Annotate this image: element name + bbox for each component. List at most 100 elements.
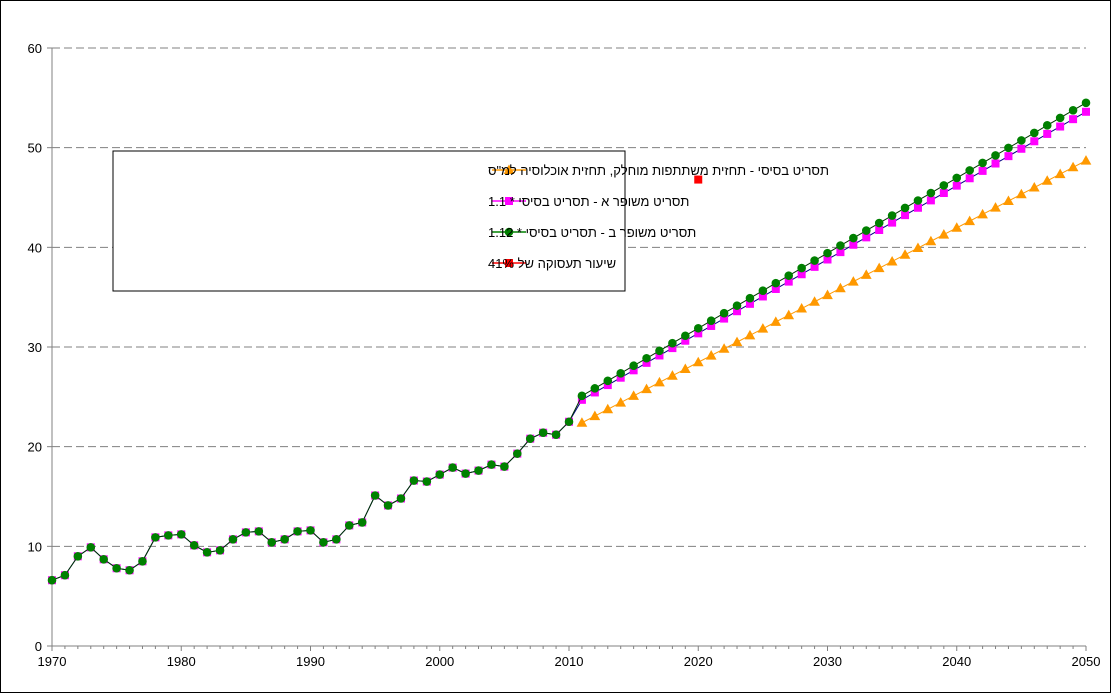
data-point <box>589 410 601 421</box>
y-tick-label-60: 60 <box>28 41 42 56</box>
data-point <box>228 535 238 544</box>
data-point <box>771 278 781 288</box>
data-point <box>1028 182 1040 192</box>
series-line-0 <box>581 160 1087 424</box>
data-point <box>810 256 819 265</box>
data-point <box>1004 152 1013 161</box>
data-point <box>912 242 924 253</box>
x-tick-label-2030: 2030 <box>813 654 842 669</box>
data-point <box>1081 98 1091 108</box>
data-point <box>241 528 251 537</box>
data-point <box>1082 107 1090 116</box>
data-point <box>641 383 652 394</box>
data-point <box>745 293 755 303</box>
data-point <box>719 308 729 318</box>
data-point <box>577 391 587 401</box>
data-point <box>952 173 962 183</box>
data-point <box>344 521 354 530</box>
data-point <box>823 248 832 258</box>
legend-swatch-marker-1 <box>505 197 513 205</box>
data-point <box>978 166 987 175</box>
data-point <box>1016 188 1027 199</box>
data-point <box>952 181 961 190</box>
data-point <box>357 518 367 527</box>
data-point <box>1042 121 1052 130</box>
series-2 <box>47 98 1091 585</box>
data-point <box>474 466 483 475</box>
legend-swatch-marker-3 <box>505 259 513 267</box>
data-point <box>693 323 703 333</box>
data-point <box>1054 168 1066 179</box>
legend: תסריט בסיסי - תחזית משתתפות מוחלק, תחזית… <box>112 150 829 292</box>
data-point <box>254 527 264 536</box>
data-point <box>888 218 897 227</box>
data-point <box>668 338 677 348</box>
data-point <box>47 575 57 585</box>
data-point <box>125 565 134 575</box>
data-point <box>112 563 121 573</box>
data-point <box>1080 155 1092 165</box>
data-point <box>138 556 147 566</box>
data-point <box>913 203 922 212</box>
data-point <box>873 262 885 273</box>
data-point <box>849 233 858 243</box>
data-point <box>1004 143 1013 153</box>
data-point <box>86 543 96 552</box>
data-point <box>926 196 935 205</box>
data-point <box>965 174 974 183</box>
data-point <box>615 397 627 407</box>
data-point <box>705 350 717 360</box>
data-point <box>809 296 820 306</box>
data-point <box>383 501 393 510</box>
data-point <box>654 376 665 387</box>
data-point <box>925 235 937 246</box>
data-point <box>667 370 678 380</box>
x-tick-label-2020: 2020 <box>684 654 713 669</box>
data-point <box>513 449 522 458</box>
data-point <box>435 470 445 479</box>
data-point <box>913 196 923 205</box>
data-point <box>822 289 833 300</box>
data-point <box>861 226 871 235</box>
data-point <box>551 430 561 440</box>
y-tick-label-50: 50 <box>28 141 42 156</box>
data-point <box>887 211 897 220</box>
data-point <box>151 533 160 542</box>
gridlines <box>52 47 1086 547</box>
data-point <box>744 329 756 340</box>
data-point <box>293 527 302 536</box>
data-point <box>616 369 626 378</box>
data-point <box>681 331 690 341</box>
x-tick-label-2010: 2010 <box>555 654 584 669</box>
data-point <box>836 241 845 250</box>
data-point <box>732 301 742 310</box>
data-point <box>847 276 859 286</box>
data-point <box>874 218 884 228</box>
data-point <box>860 269 872 279</box>
data-point <box>731 336 743 347</box>
legend-swatch-marker-2 <box>504 227 514 237</box>
data-point <box>500 462 509 471</box>
data-point <box>965 166 974 175</box>
legend-label-2: תסריט משופר ב - תסריט בסיסי * 1.12 <box>488 225 696 240</box>
data-point <box>758 286 768 295</box>
data-point <box>1041 175 1053 185</box>
data-point <box>938 229 950 239</box>
data-point <box>628 390 639 400</box>
data-point <box>332 535 341 544</box>
data-point <box>280 535 289 544</box>
data-point <box>422 477 432 486</box>
data-point <box>1043 129 1052 138</box>
data-point <box>487 460 496 469</box>
data-point <box>73 552 83 561</box>
x-tick-label-2040: 2040 <box>942 654 971 669</box>
legend-label-3: שיעור תעסוקה של 41% <box>488 256 616 271</box>
series-layer <box>47 98 1092 585</box>
data-point <box>991 159 1000 168</box>
data-point <box>461 469 470 478</box>
data-point <box>692 356 704 367</box>
data-point <box>900 203 910 213</box>
data-point <box>1017 144 1026 153</box>
